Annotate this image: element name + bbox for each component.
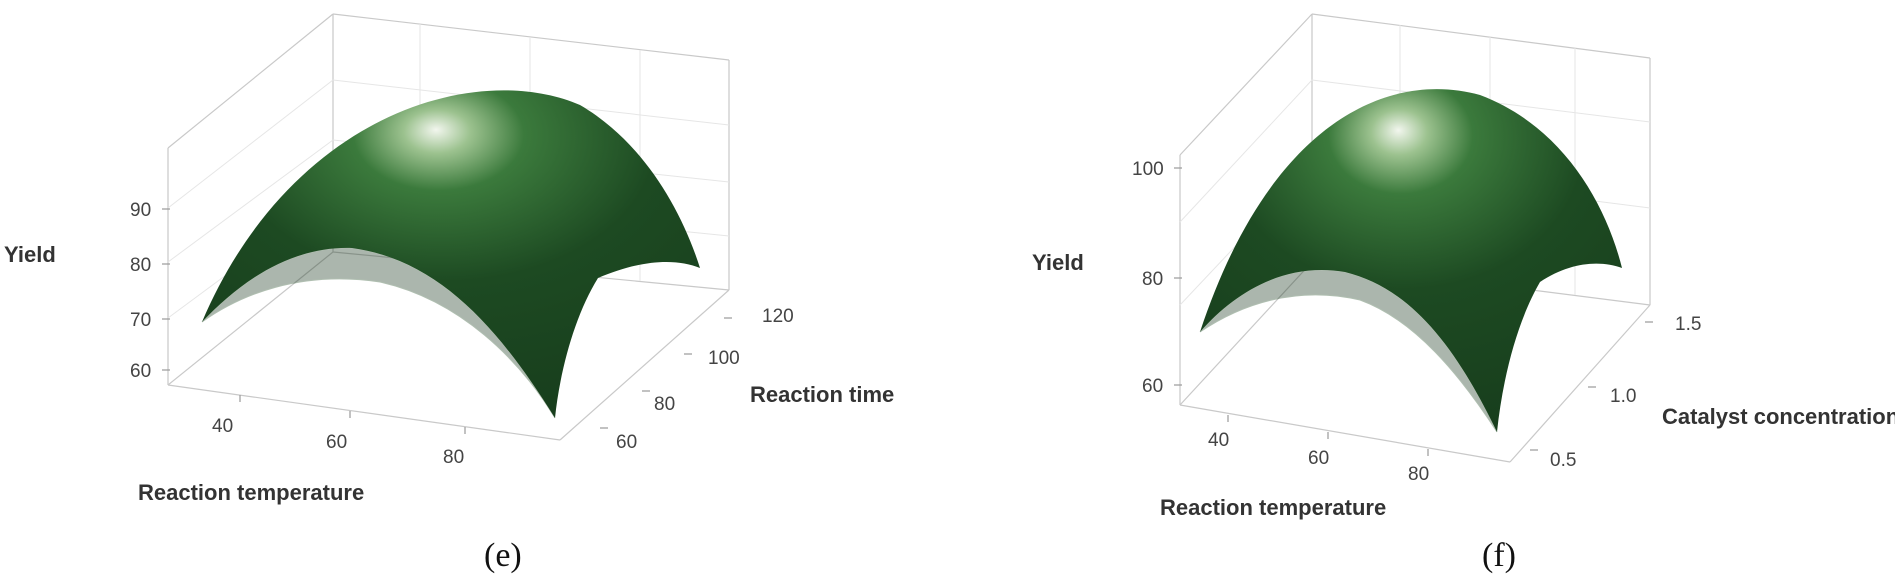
z-axis-title: Yield xyxy=(1032,250,1084,275)
box-edge xyxy=(167,13,334,149)
box-edge xyxy=(1179,404,1511,463)
panel-f-x-axis: 40 60 80 Reaction temperature xyxy=(1160,415,1429,520)
grid-line xyxy=(167,139,334,263)
y-tick-label: 80 xyxy=(654,394,675,415)
panel-f-surface-shade xyxy=(1199,269,1498,433)
y-tick-label: 100 xyxy=(708,348,740,369)
panel-f-y-axis: 0.5 1.0 1.5 Catalyst concentration xyxy=(1530,314,1895,471)
y-tick-label: 1.5 xyxy=(1675,314,1701,335)
panel-e-z-axis: 90 80 70 60 Yield xyxy=(4,200,170,382)
panel-e-surface xyxy=(202,90,700,418)
x-tick-label: 80 xyxy=(1408,464,1429,485)
box-edge xyxy=(1311,13,1651,59)
box-edge xyxy=(1179,261,1313,406)
x-tick-label: 80 xyxy=(443,447,464,468)
z-axis-title: Yield xyxy=(4,242,56,267)
x-tick-label: 40 xyxy=(212,416,233,437)
z-tick-label: 60 xyxy=(1142,376,1163,397)
y-tick-label: 0.5 xyxy=(1550,450,1576,471)
panel-f: 100 80 60 Yield 40 60 80 Reaction temper… xyxy=(1032,13,1895,574)
panel-e: 90 80 70 60 Yield 40 60 80 Reaction temp… xyxy=(4,13,894,574)
box-edge xyxy=(1509,304,1651,463)
x-tick-label: 60 xyxy=(326,432,347,453)
x-axis-title: Reaction temperature xyxy=(1160,495,1386,520)
x-tick-label: 60 xyxy=(1308,448,1329,469)
y-axis-title: Reaction time xyxy=(750,382,894,407)
grid-line xyxy=(167,79,334,209)
box-edge xyxy=(1179,13,1313,156)
box-edge xyxy=(167,384,561,441)
panel-e-label: (e) xyxy=(484,537,522,574)
z-tick-label: 70 xyxy=(130,310,151,331)
y-tick-label: 60 xyxy=(616,432,637,453)
x-tick-label: 40 xyxy=(1208,430,1229,451)
box-edge xyxy=(167,251,334,386)
z-tick-label: 60 xyxy=(130,361,151,382)
panel-f-label: (f) xyxy=(1482,537,1516,574)
panel-f-surface xyxy=(1200,89,1622,432)
y-tick-label: 120 xyxy=(762,306,794,327)
z-tick-label: 80 xyxy=(130,255,151,276)
panel-e-y-axis: 60 80 100 120 Reaction time xyxy=(600,306,894,453)
x-axis-title: Reaction temperature xyxy=(138,480,364,505)
y-tick-label: 1.0 xyxy=(1610,386,1636,407)
box-edge xyxy=(332,13,730,61)
panel-f-z-axis: 100 80 60 Yield xyxy=(1032,159,1182,397)
grid-line xyxy=(1179,79,1313,223)
panel-e-surface-shade xyxy=(201,247,556,419)
z-tick-label: 80 xyxy=(1142,269,1163,290)
z-tick-label: 100 xyxy=(1132,159,1164,180)
box-edge xyxy=(559,289,730,441)
y-axis-title: Catalyst concentration xyxy=(1662,404,1895,429)
z-tick-label: 90 xyxy=(130,200,151,221)
panel-e-x-axis: 40 60 80 Reaction temperature xyxy=(138,395,466,505)
